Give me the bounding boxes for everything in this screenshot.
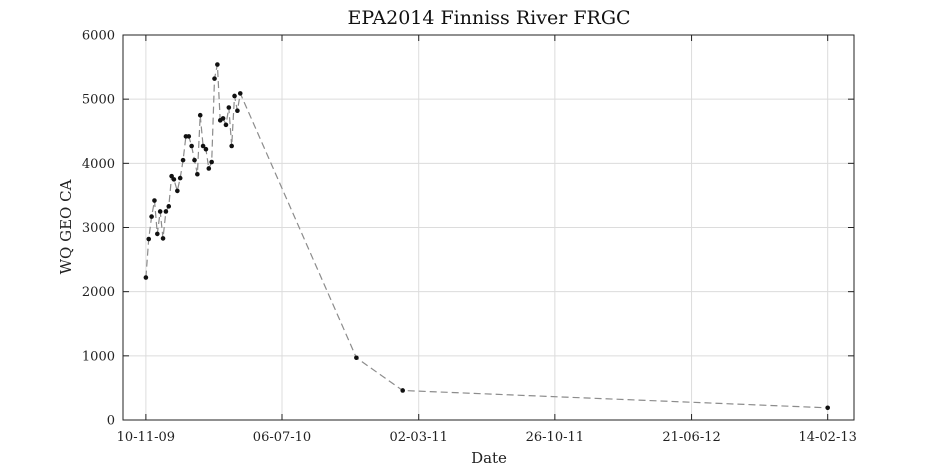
data-point: [220, 116, 226, 121]
data-point: [400, 388, 406, 393]
data-point: [157, 209, 163, 214]
x-tick-label: 14-02-13: [798, 430, 856, 445]
data-point: [206, 166, 212, 171]
y-tick-label: 2000: [82, 285, 115, 300]
data-point: [212, 76, 217, 81]
data-point: [215, 62, 220, 67]
data-point: [229, 143, 234, 149]
data-point: [197, 112, 203, 118]
data-point: [237, 91, 243, 96]
x-tick-label: 02-03-11: [390, 430, 448, 445]
data-point: [169, 173, 174, 179]
y-tick-label: 4000: [82, 157, 115, 172]
grid-lines: [123, 35, 854, 420]
data-point: [203, 146, 209, 152]
data-point: [186, 134, 192, 139]
y-tick-label: 0: [107, 414, 115, 429]
data-point: [232, 93, 237, 99]
y-tick-label: 3000: [82, 221, 115, 236]
data-point: [825, 405, 830, 411]
x-axis-label: Date: [471, 449, 507, 467]
data-point: [175, 188, 180, 194]
data-point: [235, 108, 240, 114]
y-axis-label: WQ GEO CA: [57, 179, 75, 274]
plot-frame: [122, 34, 855, 421]
data-point: [143, 275, 149, 280]
x-tick-label: 26-10-11: [526, 430, 584, 445]
data-point: [223, 122, 229, 128]
x-tick-label: 10-11-09: [117, 430, 175, 445]
y-tick-label: 5000: [82, 93, 115, 108]
data-point: [149, 214, 154, 219]
data-point: [192, 157, 197, 163]
y-tick-label: 1000: [82, 349, 115, 364]
chart-title: EPA2014 Finniss River FRGC: [347, 7, 630, 29]
y-tick-label: 6000: [82, 29, 115, 44]
data-point: [195, 171, 200, 177]
data-point: [146, 236, 152, 242]
data-point: [189, 143, 194, 149]
data-point: [163, 209, 169, 214]
data-series: [143, 62, 830, 411]
data-point: [200, 143, 206, 149]
data-point: [354, 355, 359, 361]
data-point: [226, 105, 232, 110]
data-point: [180, 157, 186, 163]
data-point: [152, 198, 157, 203]
data-point: [209, 159, 214, 165]
x-tick-label: 21-06-12: [662, 430, 720, 445]
data-point: [177, 175, 183, 181]
data-point: [155, 231, 160, 237]
x-tick-label: 06-07-10: [253, 430, 311, 445]
data-point: [160, 236, 166, 241]
data-point: [171, 177, 177, 182]
data-point: [166, 204, 172, 209]
axis-ticks: 0 1000 2000 3000 4000 5000 6000 10-11-09 06-07-1…: [82, 29, 857, 446]
